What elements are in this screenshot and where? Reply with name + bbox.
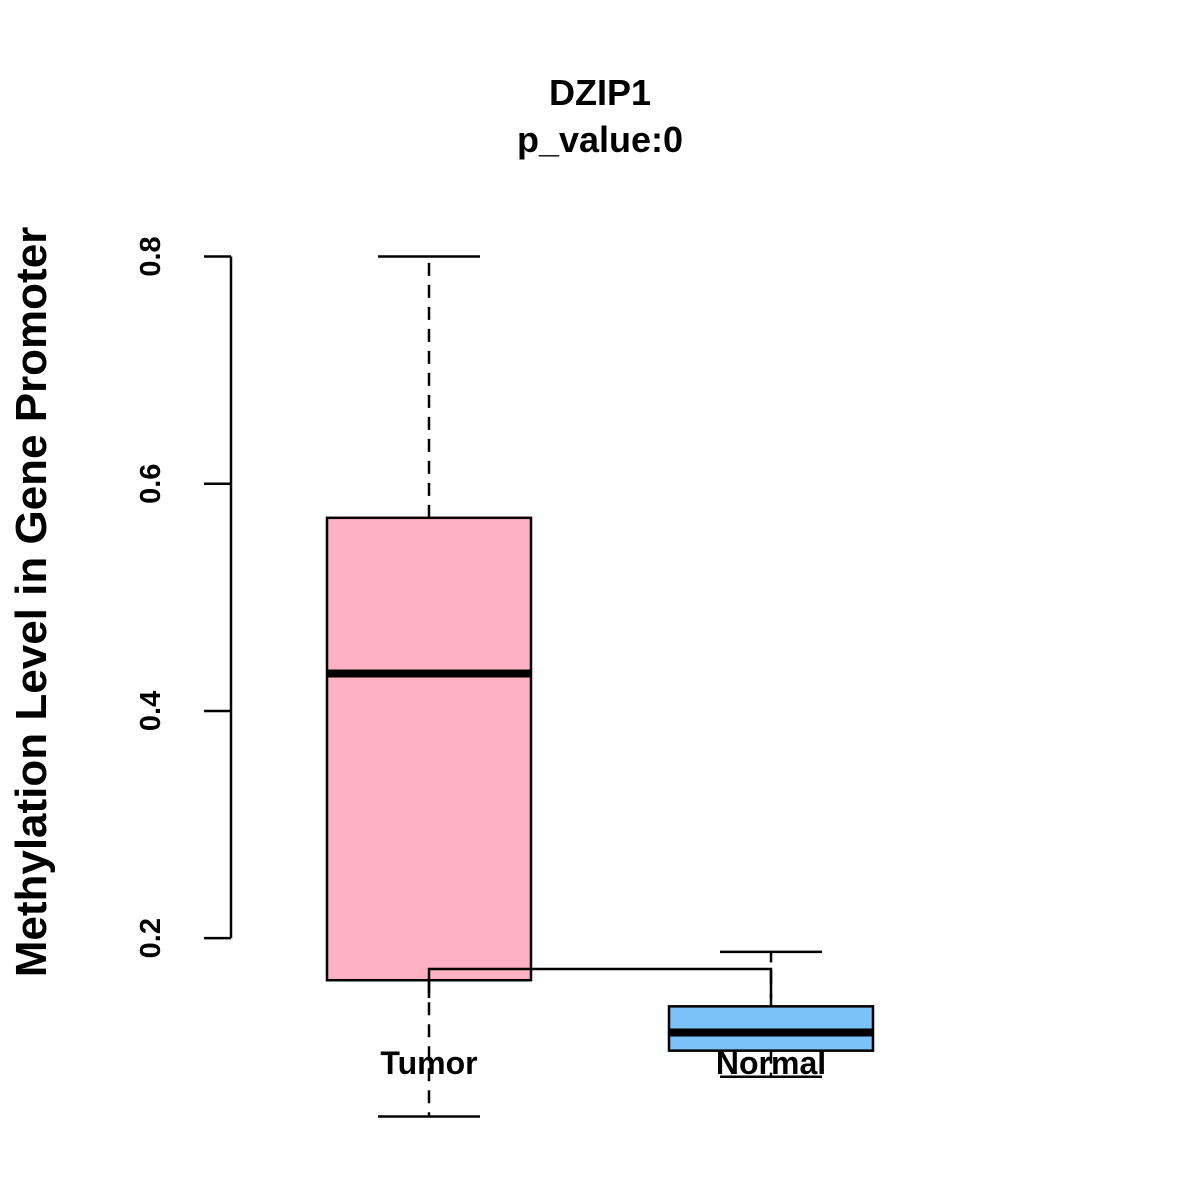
chart-subtitle: p_value:0 bbox=[517, 119, 683, 160]
box-tumor bbox=[325, 255, 533, 1118]
y-tick-label: 0.8 bbox=[135, 236, 167, 276]
iqr-box bbox=[325, 516, 533, 982]
y-tick-label: 0.2 bbox=[135, 918, 167, 958]
x-category-label: Tumor bbox=[380, 1045, 477, 1081]
bracket-line bbox=[427, 967, 773, 998]
y-axis-label: Methylation Level in Gene Promoter bbox=[7, 227, 56, 978]
x-axis-labels: Tumor Normal bbox=[380, 1045, 826, 1081]
y-axis: 0.2 0.4 0.6 0.8 bbox=[135, 236, 233, 958]
box-group bbox=[325, 255, 875, 1118]
y-tick-label: 0.6 bbox=[135, 464, 167, 504]
box-normal bbox=[667, 950, 875, 1079]
significance-bracket bbox=[427, 967, 773, 998]
chart-title: DZIP1 bbox=[549, 72, 651, 113]
x-category-label: Normal bbox=[716, 1045, 826, 1081]
y-tick-label: 0.4 bbox=[135, 691, 167, 731]
